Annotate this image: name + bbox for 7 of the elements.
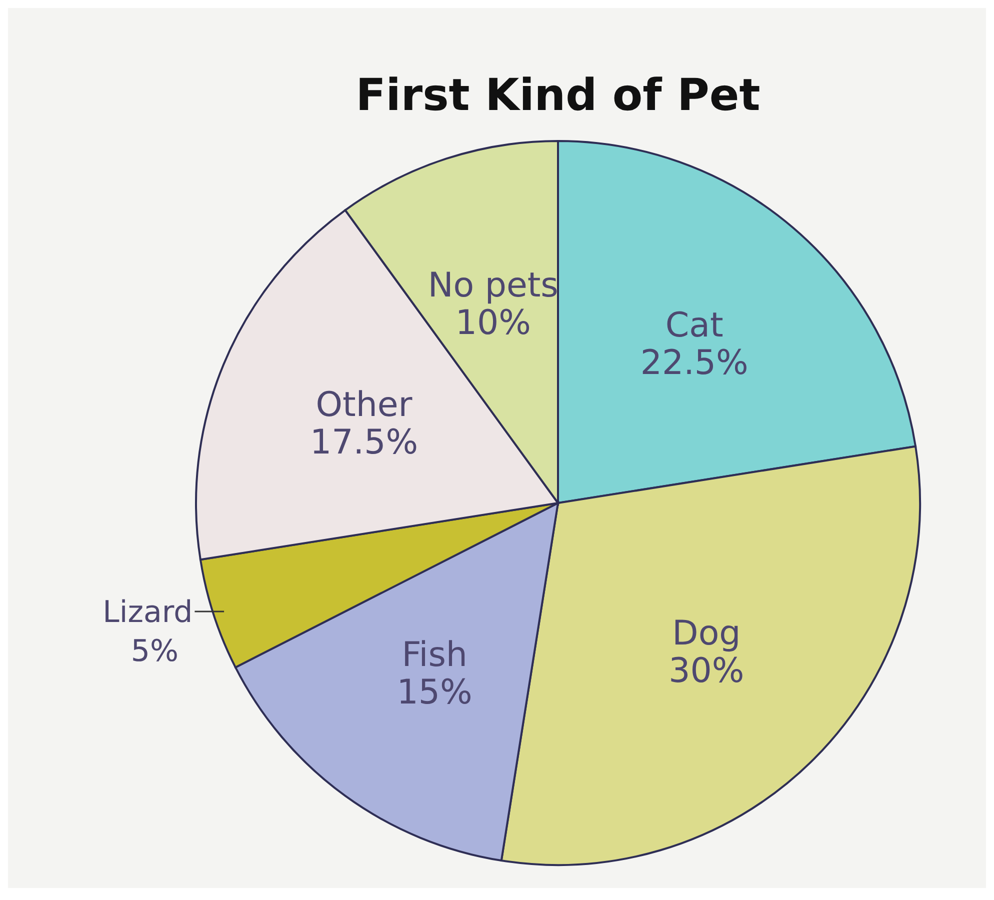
slice-label: Lizard [102,595,193,630]
data-label: 17.5% [310,422,418,462]
chart-title: First Kind of Pet [354,70,762,121]
data-label: 5% [130,634,178,670]
slice-label: Dog [672,614,741,654]
slice-label: Other [316,384,412,425]
data-label: 30% [668,651,744,692]
